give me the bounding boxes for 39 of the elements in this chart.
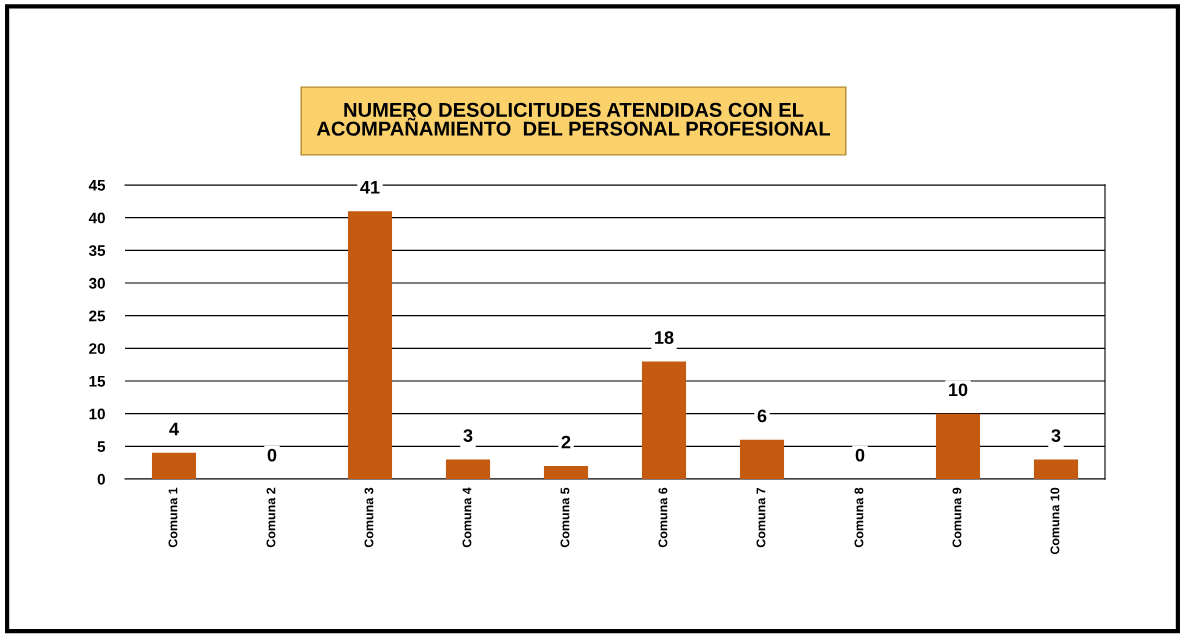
bar — [151, 452, 197, 479]
y-tick-label: 10 — [89, 408, 105, 420]
y-tick-label: 5 — [97, 441, 106, 453]
bar — [739, 439, 785, 479]
data-label: 0 — [855, 448, 865, 462]
bar — [445, 459, 491, 479]
x-tick-label: Comuna 1 — [168, 487, 178, 548]
y-tick-label: 45 — [88, 180, 106, 191]
data-label: 41 — [360, 181, 380, 194]
chart-title: NUMERO DESOLICITUDES ATENDIDAS CON EL ACOMPAÑAMIENTO DEL PERSONAL PROFESIONAL — [316, 102, 831, 136]
y-tick-label: 40 — [88, 212, 105, 224]
x-tick-label: Comuna 6 — [658, 487, 668, 548]
data-label: 10 — [949, 383, 968, 397]
bar — [641, 361, 687, 479]
x-tick-label: Comuna 8 — [854, 487, 864, 548]
data-label: 4 — [169, 422, 179, 436]
x-tick-label: Comuna 7 — [756, 487, 766, 548]
y-tick-label: 20 — [89, 343, 105, 355]
x-tick-label: Comuna 5 — [560, 487, 570, 548]
x-tick-label: Comuna 3 — [364, 487, 374, 548]
bar — [347, 211, 393, 479]
data-label: 2 — [561, 435, 571, 449]
bar — [935, 413, 981, 479]
x-tick-label: Comuna 9 — [952, 487, 962, 548]
y-tick-label: 15 — [89, 376, 106, 387]
y-tick-label: 0 — [97, 473, 105, 485]
data-label: 3 — [1051, 429, 1061, 442]
bar — [1033, 459, 1079, 479]
data-label: 0 — [267, 448, 277, 462]
data-label: 18 — [655, 331, 674, 344]
x-tick-label: Comuna 2 — [266, 487, 276, 548]
x-tick-label: Comuna 10 — [1050, 487, 1060, 555]
y-tick-label: 35 — [88, 245, 106, 257]
data-label: 3 — [463, 429, 473, 442]
data-label: 6 — [757, 409, 767, 423]
x-tick-label: Comuna 4 — [462, 487, 472, 548]
y-tick-label: 30 — [88, 277, 105, 289]
y-tick-label: 25 — [89, 310, 106, 322]
bar — [543, 465, 589, 479]
